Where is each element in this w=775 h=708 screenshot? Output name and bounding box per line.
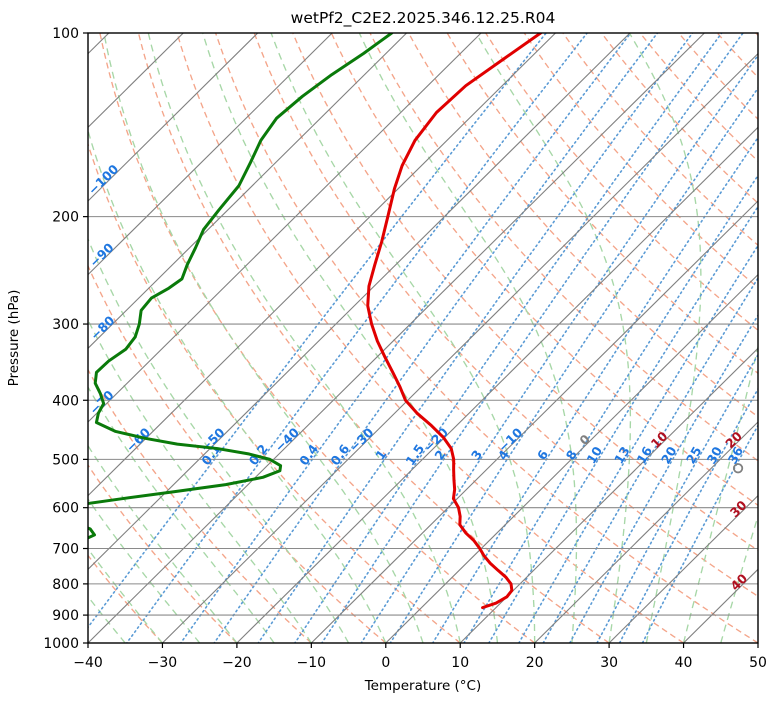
x-tick-label: 20 bbox=[526, 655, 544, 671]
mixing-ratio-line bbox=[517, 244, 758, 643]
isotherm-line bbox=[88, 33, 408, 350]
mixing-ratio-line bbox=[88, 33, 547, 629]
isotherm-line bbox=[162, 52, 758, 643]
mixing-ratio-line bbox=[213, 33, 659, 643]
dry-adiabat-line bbox=[88, 463, 238, 643]
dry-adiabat-line bbox=[485, 33, 758, 332]
dry-adiabat-line bbox=[88, 368, 312, 643]
x-axis-label: Temperature (°C) bbox=[364, 678, 482, 694]
dry-adiabat-line bbox=[176, 33, 684, 643]
lcl-marker bbox=[732, 463, 744, 474]
mixing-ratio-line bbox=[431, 136, 758, 643]
dry-adiabat-line bbox=[253, 33, 758, 598]
moist-adiabat-line bbox=[270, 33, 536, 643]
chart-title: wetPf2_C2E2.2025.346.12.25.R04 bbox=[291, 9, 556, 28]
moist-adiabat-line bbox=[358, 33, 578, 643]
mixing-ratio-line bbox=[641, 423, 758, 643]
x-tick-label: −30 bbox=[148, 655, 178, 671]
x-tick-label: −40 bbox=[73, 655, 103, 671]
moist-adiabat-line bbox=[88, 385, 275, 643]
isotherm-line bbox=[608, 494, 758, 643]
dry-adiabat-line bbox=[88, 141, 461, 643]
isotherm-line bbox=[88, 33, 631, 571]
dry-adiabat-line bbox=[292, 33, 758, 552]
isotherm-line bbox=[459, 347, 758, 643]
mixing-ratio-line bbox=[568, 313, 758, 643]
isotherm-line bbox=[385, 273, 758, 643]
dry-adiabat-line bbox=[408, 33, 758, 418]
x-axis-ticks: −40 −30 −20 −10 0 10 20 30 40 50 bbox=[73, 643, 767, 671]
moist-adiabat-line bbox=[147, 33, 461, 643]
isotherm-line bbox=[534, 421, 758, 643]
y-tick-label: 300 bbox=[52, 317, 79, 333]
y-tick-label: 500 bbox=[52, 452, 79, 468]
isotherm-line bbox=[88, 33, 556, 497]
mixing-ratio-line bbox=[596, 353, 758, 643]
dry-adiabat-line bbox=[446, 33, 758, 375]
mixing-ratio-line bbox=[389, 86, 758, 643]
pressure-gridlines-group bbox=[88, 33, 758, 643]
y-tick-label: 1000 bbox=[43, 636, 79, 652]
isotherms-group bbox=[88, 33, 758, 643]
dry-adiabat-line bbox=[369, 33, 758, 462]
y-axis-ticks: 100 200 300 400 500 600 700 800 900 1000 bbox=[43, 26, 88, 652]
y-tick-label: 100 bbox=[52, 26, 79, 42]
y-tick-label: 800 bbox=[52, 577, 79, 593]
y-tick-label: 900 bbox=[52, 608, 79, 624]
dry-adiabat-line bbox=[330, 33, 758, 507]
mixing-ratio-line bbox=[542, 276, 758, 643]
dry-adiabat-line bbox=[99, 33, 536, 643]
mixing-ratio-group bbox=[88, 33, 758, 643]
sounding-curves-group bbox=[88, 33, 543, 610]
mixing-ratio-label: 36 bbox=[725, 444, 747, 467]
isotherm-line bbox=[236, 126, 758, 643]
isotherm-line bbox=[88, 33, 705, 643]
isotherm-line bbox=[88, 33, 259, 202]
mixing-ratio-line bbox=[257, 33, 694, 643]
mixing-ratio-line bbox=[487, 205, 758, 643]
mixing-ratio-label: 25 bbox=[683, 444, 705, 467]
mixing-ratio-line bbox=[463, 174, 758, 643]
isotherm-line bbox=[88, 33, 482, 423]
mixing-ratio-line bbox=[179, 33, 632, 643]
temperature-curve bbox=[366, 33, 543, 610]
y-tick-label: 200 bbox=[52, 210, 79, 226]
x-tick-label: −10 bbox=[297, 655, 327, 671]
y-axis-label: Pressure (hPa) bbox=[6, 290, 22, 387]
mixing-ratio-line bbox=[618, 387, 758, 643]
x-tick-label: 10 bbox=[451, 655, 469, 671]
x-tick-label: −20 bbox=[222, 655, 252, 671]
x-tick-label: 50 bbox=[749, 655, 767, 671]
moist-adiabat-line bbox=[103, 33, 424, 643]
moist-adiabat-line bbox=[88, 128, 387, 643]
isotherm-line bbox=[88, 33, 333, 276]
y-tick-label: 700 bbox=[52, 542, 79, 558]
plot-area bbox=[88, 33, 758, 643]
dry-adiabat-line bbox=[523, 33, 758, 289]
moist-adiabat-line bbox=[475, 33, 632, 643]
x-tick-label: 30 bbox=[600, 655, 618, 671]
plot-border bbox=[87, 32, 759, 644]
dry-adiabat-line bbox=[137, 33, 610, 643]
mixing-ratio-line bbox=[293, 33, 723, 643]
y-tick-label: 400 bbox=[52, 393, 79, 409]
y-tick-label: 600 bbox=[52, 501, 79, 517]
x-tick-label: 0 bbox=[381, 655, 390, 671]
markers-group bbox=[732, 463, 744, 474]
moist-adiabat-line bbox=[628, 33, 702, 643]
dry-adiabats-group bbox=[88, 33, 758, 643]
x-tick-label: 40 bbox=[675, 655, 693, 671]
mixing-ratio-line bbox=[125, 33, 588, 643]
dewpoint-curve bbox=[88, 33, 394, 540]
mixing-ratio-line bbox=[320, 33, 744, 643]
isotherm-line bbox=[310, 200, 758, 643]
